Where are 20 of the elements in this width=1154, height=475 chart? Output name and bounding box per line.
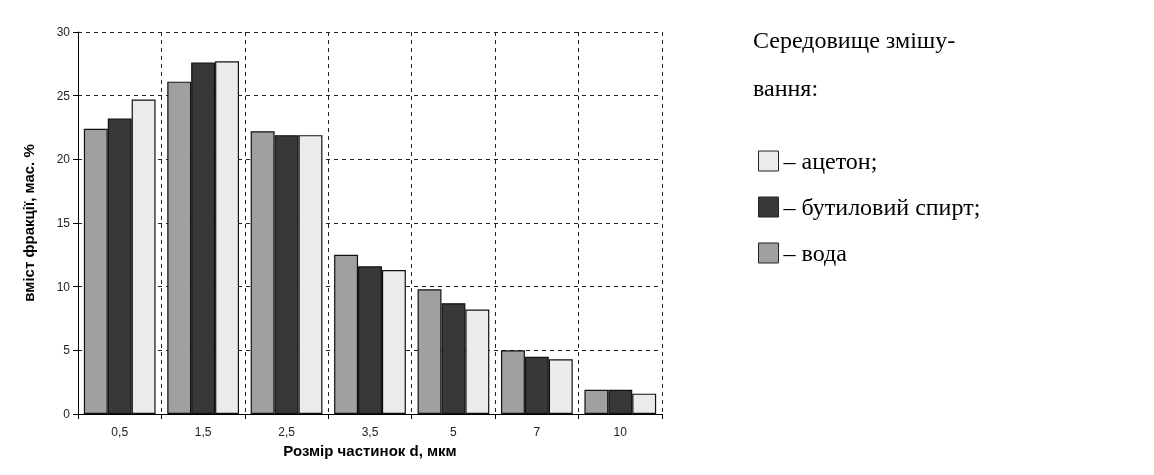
x-axis-title: Розмір частинок d, мкм — [283, 441, 457, 459]
x-tick-label: 0,5 — [111, 425, 129, 439]
x-tick-label: 2,5 — [278, 425, 296, 439]
legend-title: Середовище змішу- вання: — [753, 27, 956, 101]
legend-label: – бутиловий спирт; — [782, 194, 981, 220]
y-tick-label: 25 — [56, 88, 71, 103]
x-tick-label: 10 — [613, 425, 628, 439]
y-tick-label: 0 — [63, 407, 71, 421]
x-tick-label: 5 — [450, 425, 458, 439]
x-tick-label: 7 — [533, 425, 541, 439]
y-tick-label: 10 — [56, 279, 71, 294]
y-tick-label: 20 — [56, 152, 71, 167]
x-tick-label: 3,5 — [361, 425, 379, 439]
y-tick-label: 30 — [56, 25, 71, 39]
y-tick-label: 15 — [56, 216, 71, 230]
y-tick-label: 5 — [63, 343, 71, 358]
legend-label: – вода — [782, 240, 848, 266]
legend-label: – ацетон; — [782, 148, 878, 174]
y-axis-title: вміст фракції, мас. % — [20, 144, 37, 302]
x-tick-label: 1,5 — [194, 425, 212, 439]
